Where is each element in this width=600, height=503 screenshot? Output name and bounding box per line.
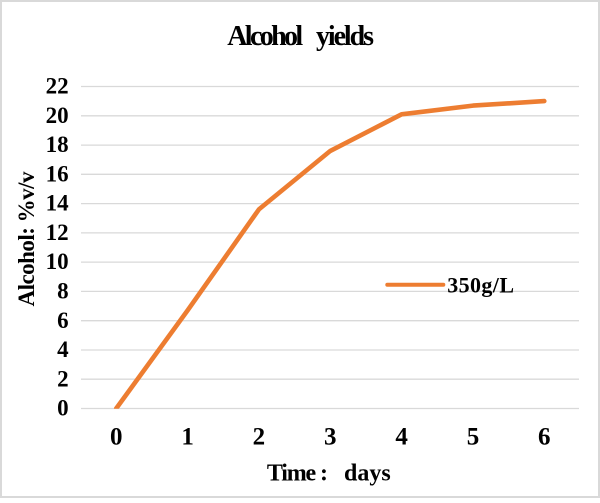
svg-text:8: 8 bbox=[57, 279, 69, 304]
svg-text::: : bbox=[320, 461, 328, 487]
svg-text:18: 18 bbox=[46, 132, 69, 157]
svg-text:5: 5 bbox=[467, 423, 480, 450]
svg-text:2: 2 bbox=[253, 423, 266, 450]
svg-text:days: days bbox=[344, 461, 391, 487]
svg-text:10: 10 bbox=[46, 249, 69, 274]
svg-text:6: 6 bbox=[538, 423, 551, 450]
svg-text:4: 4 bbox=[57, 337, 69, 362]
svg-text:6: 6 bbox=[57, 308, 69, 333]
svg-text:4: 4 bbox=[395, 423, 408, 450]
svg-text:22: 22 bbox=[46, 74, 69, 99]
svg-text:2: 2 bbox=[57, 366, 69, 391]
svg-text:20: 20 bbox=[46, 103, 69, 128]
svg-text:yields: yields bbox=[316, 21, 374, 52]
svg-text:12: 12 bbox=[46, 220, 69, 245]
svg-text:Alcohol: Alcohol bbox=[227, 21, 303, 52]
svg-text:3: 3 bbox=[324, 423, 337, 450]
svg-text:0: 0 bbox=[110, 423, 123, 450]
svg-text:14: 14 bbox=[46, 191, 70, 216]
svg-text:Time: Time bbox=[267, 461, 317, 487]
svg-text:350g/L: 350g/L bbox=[447, 273, 514, 298]
svg-text:Alcohol: %v/v: Alcohol: %v/v bbox=[14, 171, 39, 307]
svg-text:0: 0 bbox=[57, 396, 69, 421]
svg-text:1: 1 bbox=[181, 423, 194, 450]
svg-text:16: 16 bbox=[46, 161, 69, 186]
